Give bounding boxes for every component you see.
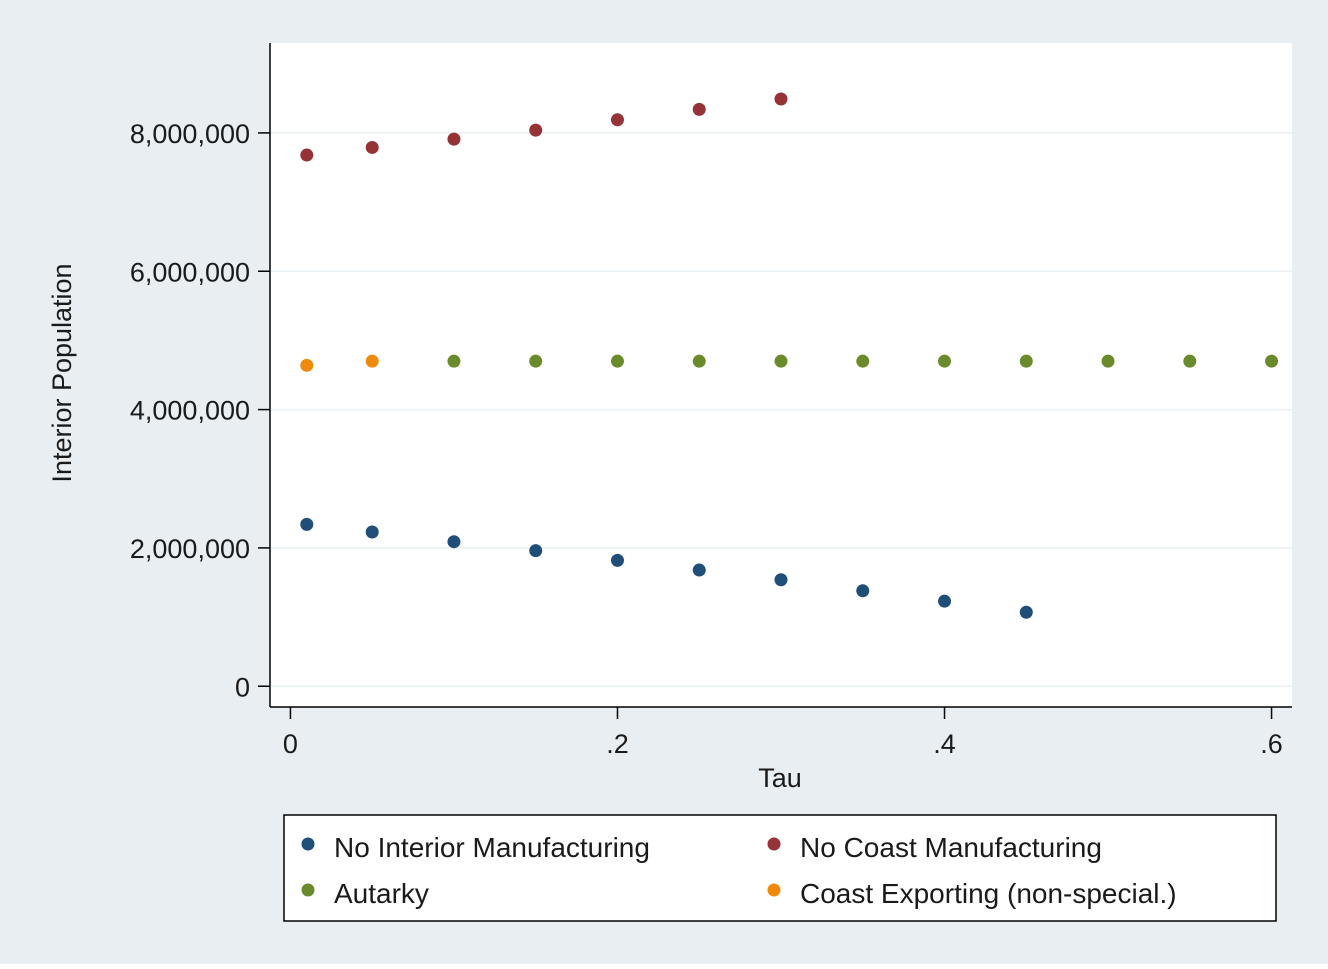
data-point [1101,354,1115,368]
y-tick-label: 2,000,000 [130,534,250,564]
data-point [938,354,952,368]
data-point [774,354,788,368]
y-axis-ticks: 0 2,000,000 4,000,000 6,000,000 8,000,000 [130,119,270,702]
data-point [774,92,788,106]
data-point [938,594,952,608]
data-point [447,354,461,368]
plot-area [270,43,1292,707]
x-tick-label: .6 [1260,729,1283,759]
data-point [300,358,314,372]
legend-entries: No Interior Manufacturing No Coast Manufa… [301,832,1177,909]
x-axis-title: Tau [758,763,802,793]
data-point [447,132,461,146]
data-point [529,123,543,137]
data-point [1265,354,1279,368]
legend-label: No Interior Manufacturing [334,832,650,863]
y-tick-label: 6,000,000 [130,257,250,287]
legend: No Interior Manufacturing No Coast Manufa… [283,814,1277,922]
data-point [1183,354,1197,368]
data-point [856,584,870,598]
x-tick-label: 0 [283,729,298,759]
data-point [365,525,379,539]
x-axis-ticks: 0 .2 .4 .6 [283,707,1283,759]
data-point [610,354,624,368]
data-point [610,553,624,567]
data-point [529,354,543,368]
data-point [692,563,706,577]
legend-marker [767,837,781,851]
y-axis-title: Interior Population [47,263,77,482]
legend-marker [301,837,315,851]
y-tick-label: 8,000,000 [130,119,250,149]
y-tick-label: 4,000,000 [130,396,250,426]
data-point [529,544,543,558]
y-tick-label: 0 [235,672,250,702]
data-points [300,92,1279,619]
legend-label: No Coast Manufacturing [800,832,1102,863]
data-point [300,517,314,531]
data-point [610,113,624,127]
legend-marker [301,883,315,897]
data-point [365,140,379,154]
gridlines [270,132,1292,687]
data-point [447,535,461,549]
data-point [1019,354,1033,368]
data-point [1019,605,1033,619]
data-point [692,102,706,116]
legend-box [283,814,1277,922]
x-tick-label: .2 [606,729,629,759]
data-point [692,354,706,368]
legend-label: Coast Exporting (non-special.) [800,878,1177,909]
x-tick-label: .4 [933,729,956,759]
data-point [856,354,870,368]
legend-label: Autarky [334,878,429,909]
data-point [774,573,788,587]
data-point [365,354,379,368]
legend-marker [767,883,781,897]
data-point [300,148,314,162]
